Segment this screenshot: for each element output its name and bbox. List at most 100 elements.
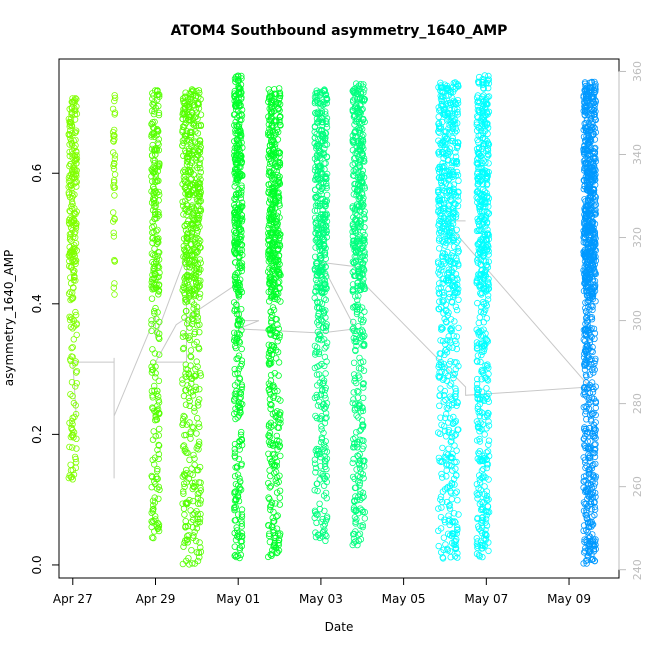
data-point <box>66 356 74 363</box>
data-point <box>150 129 158 136</box>
data-point <box>191 341 198 348</box>
data-point <box>186 191 193 198</box>
data-point <box>318 436 326 443</box>
data-point <box>66 236 74 243</box>
data-point <box>231 248 238 255</box>
data-point <box>66 234 74 241</box>
data-point <box>317 438 325 446</box>
data-point <box>236 318 243 325</box>
data-point <box>150 308 158 315</box>
data-point <box>238 506 246 513</box>
data-point <box>191 461 198 468</box>
data-point <box>235 120 243 128</box>
data-point <box>183 201 190 208</box>
data-point <box>196 423 203 431</box>
data-point <box>155 212 163 219</box>
data-point <box>65 216 73 224</box>
data-point <box>150 260 158 267</box>
data-point <box>276 159 283 166</box>
data-point <box>151 146 159 154</box>
data-point <box>231 75 239 82</box>
data-point <box>453 488 460 495</box>
data-point <box>194 314 202 321</box>
data-point <box>230 329 238 336</box>
data-point <box>148 484 155 491</box>
data-point <box>232 102 239 109</box>
data-point <box>195 446 202 453</box>
data-point <box>277 272 284 279</box>
data-point <box>275 359 283 366</box>
data-point <box>271 86 278 93</box>
data-point <box>231 274 238 281</box>
data-point <box>184 235 191 242</box>
data-point <box>195 441 203 448</box>
data-point <box>194 100 201 107</box>
data-point <box>73 331 80 339</box>
data-point <box>312 109 319 117</box>
data-point <box>111 155 119 162</box>
data-point <box>271 90 279 97</box>
data-point <box>69 325 76 332</box>
data-point <box>323 228 330 235</box>
data-point <box>194 399 202 406</box>
data-point <box>442 433 450 440</box>
data-point <box>273 290 280 298</box>
data-point <box>149 497 157 504</box>
data-point <box>195 345 203 353</box>
data-point <box>111 135 118 143</box>
data-point <box>194 494 202 501</box>
data-point <box>267 157 275 165</box>
data-point <box>272 197 279 204</box>
data-point <box>311 456 319 463</box>
data-point <box>187 353 195 361</box>
data-point <box>323 120 330 128</box>
data-point <box>453 447 460 454</box>
data-point <box>481 431 488 438</box>
data-point <box>276 501 283 508</box>
data-point <box>238 153 245 160</box>
data-point <box>265 86 272 93</box>
data-point <box>474 299 481 307</box>
data-point <box>232 154 239 161</box>
data-point <box>196 294 203 301</box>
data-point <box>435 542 442 550</box>
point-cluster <box>434 79 462 562</box>
data-point <box>439 444 446 452</box>
data-point <box>69 267 77 274</box>
data-point <box>192 386 200 393</box>
data-point <box>153 390 160 398</box>
data-point <box>110 177 118 184</box>
data-point <box>181 259 189 266</box>
data-point <box>186 402 193 409</box>
data-point <box>313 298 321 305</box>
data-point <box>193 525 201 532</box>
data-point <box>109 149 117 156</box>
data-point <box>321 295 328 302</box>
data-point <box>271 370 278 377</box>
data-point <box>274 136 282 143</box>
data-point <box>182 524 189 531</box>
data-point <box>360 475 367 482</box>
data-point <box>149 239 156 246</box>
data-point <box>435 113 442 120</box>
data-point <box>314 487 321 495</box>
data-point <box>265 236 272 244</box>
data-point <box>110 233 118 240</box>
data-point <box>193 109 200 116</box>
data-point <box>231 506 238 514</box>
data-point <box>323 533 330 540</box>
data-point <box>67 115 75 123</box>
data-point <box>189 120 196 128</box>
data-point <box>318 277 325 284</box>
data-point <box>190 484 198 491</box>
data-point <box>196 192 203 200</box>
data-point <box>231 446 238 453</box>
data-point <box>67 183 74 190</box>
data-point <box>73 321 80 328</box>
data-point <box>154 446 161 454</box>
data-point <box>189 497 197 505</box>
data-point <box>155 451 163 458</box>
data-point <box>191 223 198 230</box>
point-cluster <box>580 78 600 567</box>
data-point <box>238 241 246 248</box>
